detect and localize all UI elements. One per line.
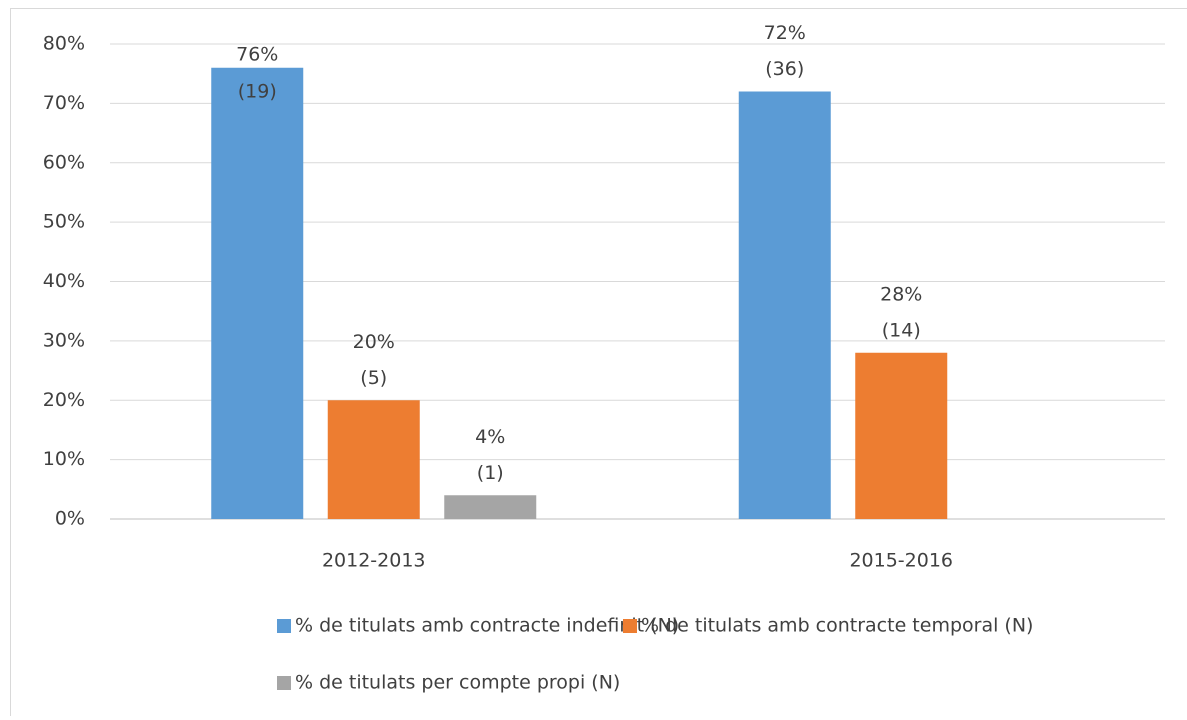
bar bbox=[739, 92, 831, 520]
y-tick-label: 10% bbox=[43, 448, 85, 470]
y-tick-label: 30% bbox=[43, 329, 85, 351]
data-label: 72% bbox=[764, 22, 806, 44]
y-tick-label: 0% bbox=[55, 508, 85, 530]
data-label: (14) bbox=[882, 319, 921, 341]
legend-swatch bbox=[277, 619, 291, 633]
data-label: (19) bbox=[238, 81, 277, 103]
data-label: (1) bbox=[477, 462, 504, 484]
data-label: 4% bbox=[475, 426, 505, 448]
bar bbox=[328, 400, 420, 519]
data-label: (5) bbox=[360, 367, 387, 389]
y-tick-label: 50% bbox=[43, 211, 85, 233]
legend-label: % de titulats amb contracte indefinit (N… bbox=[295, 615, 679, 637]
legend-label: % de titulats per compte propi (N) bbox=[295, 672, 620, 694]
chart-border bbox=[11, 9, 1187, 717]
y-tick-label: 70% bbox=[43, 92, 85, 114]
y-tick-label: 20% bbox=[43, 389, 85, 411]
data-label: 76% bbox=[236, 44, 278, 66]
legend-swatch bbox=[277, 676, 291, 690]
data-label: (36) bbox=[765, 58, 804, 80]
data-label: 20% bbox=[353, 331, 395, 353]
x-tick-label: 2015-2016 bbox=[849, 550, 953, 572]
data-label: 28% bbox=[880, 283, 922, 305]
y-tick-label: 80% bbox=[43, 33, 85, 55]
legend-swatch bbox=[623, 619, 637, 633]
bar bbox=[211, 68, 303, 519]
legend-label: % de titulats amb contracte temporal (N) bbox=[641, 615, 1033, 637]
bar bbox=[855, 353, 947, 519]
x-tick-label: 2012-2013 bbox=[322, 550, 426, 572]
bar bbox=[444, 495, 536, 519]
y-tick-label: 40% bbox=[43, 270, 85, 292]
y-tick-label: 60% bbox=[43, 151, 85, 173]
